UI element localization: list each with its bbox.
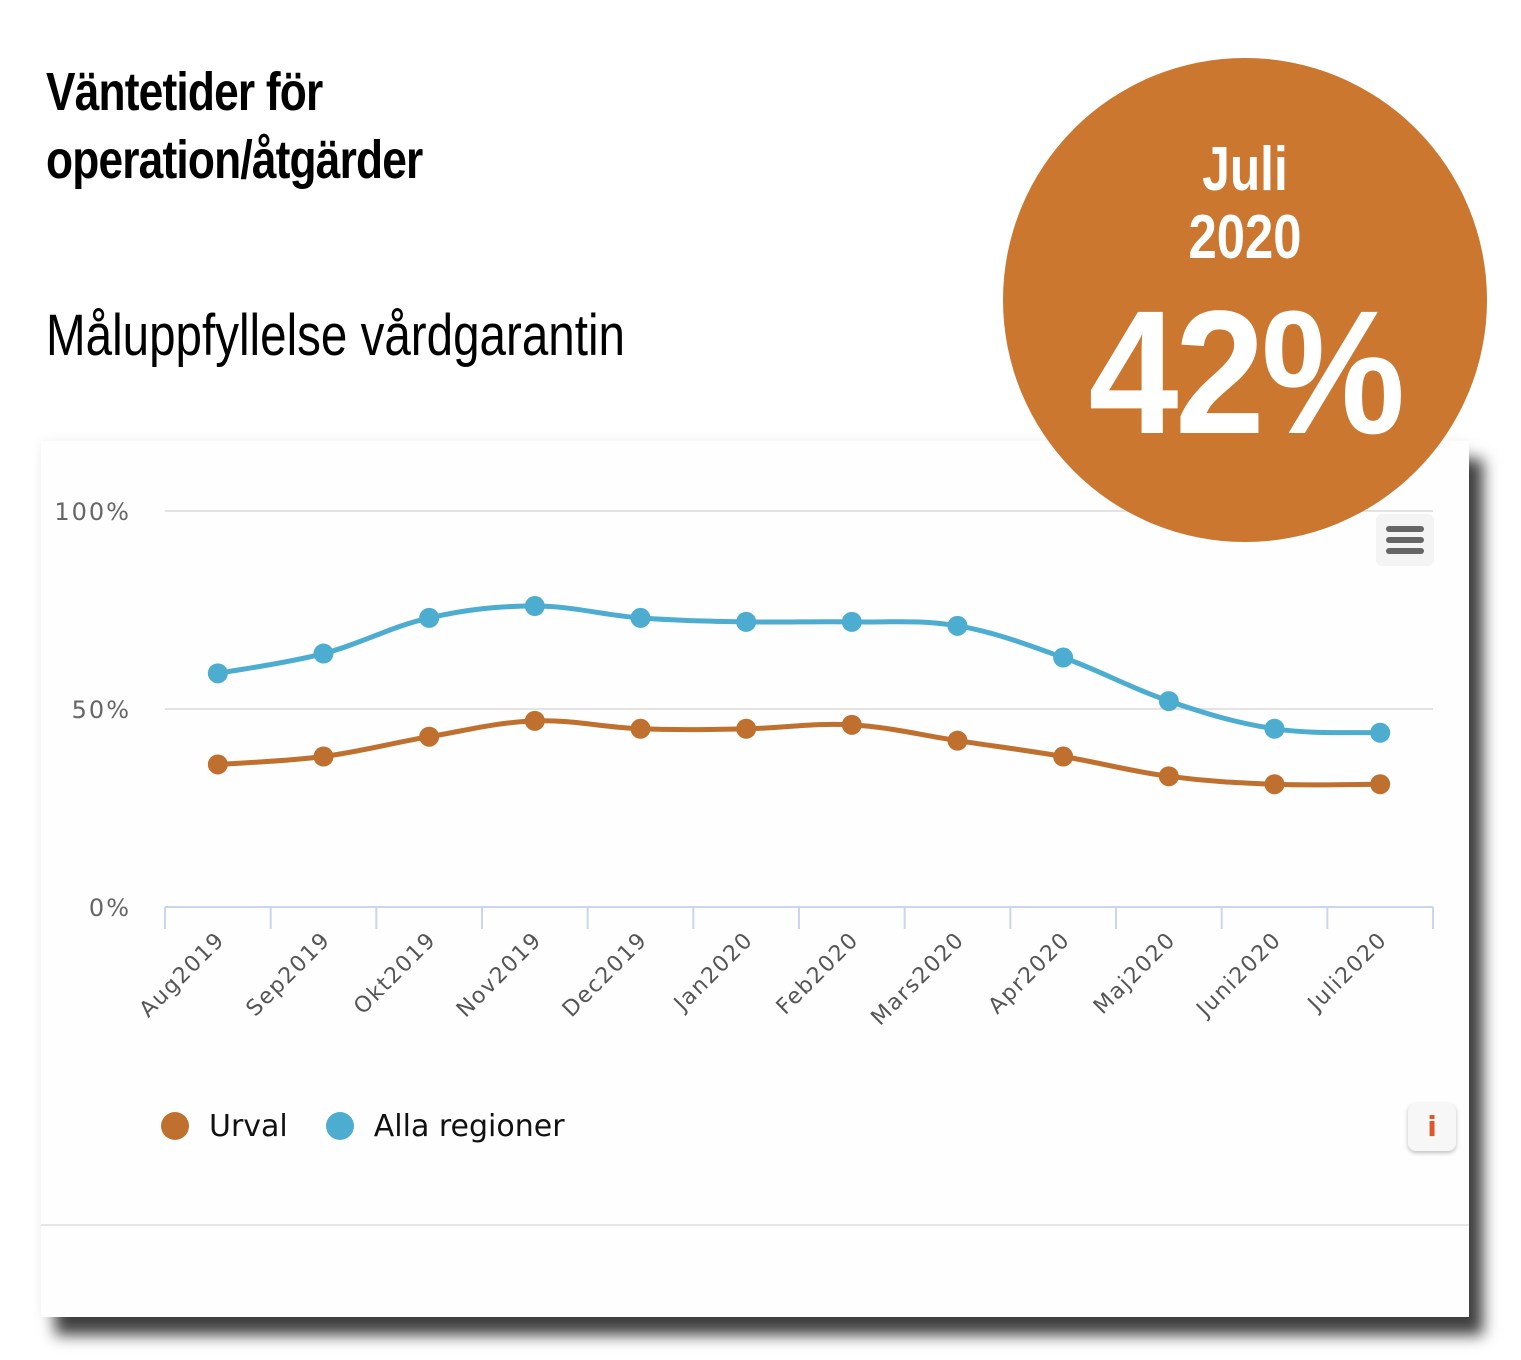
- card-divider: [41, 1224, 1469, 1226]
- data-point: [313, 643, 334, 664]
- x-tick-label: Maj2020: [1089, 928, 1181, 1020]
- x-tick-label: Feb2020: [772, 928, 864, 1020]
- page-title-line-2: operation/åtgärder: [46, 130, 423, 190]
- info-button[interactable]: i: [1408, 1103, 1456, 1151]
- data-point: [1264, 774, 1285, 795]
- x-tick-label: Juni2020: [1191, 928, 1287, 1024]
- x-tick-label: Jan2020: [668, 928, 758, 1018]
- x-tick-label: Okt2019: [349, 928, 441, 1020]
- page-title-line-1: Väntetider för: [46, 62, 323, 122]
- data-point: [313, 746, 334, 767]
- badge-year: 2020: [1188, 203, 1302, 272]
- chart-card: 0% 50% 100% Aug2019 Sep2019 Okt2019 Nov2019 Dec…: [41, 441, 1469, 1317]
- line-chart: 0% 50% 100% Aug2019 Sep2019 Okt2019 Nov2019 Dec…: [54, 498, 1434, 1031]
- hamburger-menu-icon-bar: [1386, 548, 1424, 554]
- hamburger-menu-icon-bar: [1386, 537, 1424, 543]
- legend-label: Alla regioner: [373, 1108, 565, 1144]
- data-point: [841, 714, 862, 735]
- x-tick-label: Apr2020: [984, 928, 1076, 1020]
- legend-marker-icon: [325, 1112, 354, 1140]
- data-point: [1158, 766, 1179, 787]
- info-icon: i: [1427, 1110, 1437, 1143]
- chart-menu-button[interactable]: [1376, 514, 1434, 566]
- data-point: [841, 611, 862, 632]
- data-point: [947, 615, 968, 636]
- data-point: [1053, 647, 1074, 668]
- data-point: [1370, 722, 1391, 743]
- data-point: [419, 726, 440, 747]
- data-point: [736, 611, 757, 632]
- x-tick-label: Sep2019: [242, 928, 336, 1022]
- legend-label: Urval: [209, 1108, 288, 1144]
- series-line-urval: [217, 718, 1381, 788]
- x-tick-label: Dec2019: [558, 928, 653, 1023]
- badge-value: 42%: [1088, 275, 1405, 471]
- data-point: [207, 663, 228, 684]
- series-line-alla-regioner: [217, 603, 1381, 736]
- data-point: [524, 710, 545, 731]
- data-point: [1370, 774, 1391, 795]
- page-title: Väntetider för operation/åtgärder: [46, 58, 423, 194]
- x-tick-label: Aug2019: [135, 928, 230, 1023]
- y-tick-label: 100%: [54, 498, 131, 526]
- data-point: [1264, 718, 1285, 739]
- data-point: [419, 607, 440, 628]
- chart-legend: Urval Alla regioner: [161, 1101, 603, 1151]
- data-point: [1158, 691, 1179, 712]
- x-tick-label: Mars2020: [867, 928, 970, 1031]
- legend-marker-icon: [161, 1112, 189, 1140]
- legend-item-alla-regioner[interactable]: Alla regioner: [325, 1108, 565, 1144]
- x-tick-label: Juli2020: [1302, 928, 1392, 1018]
- highlight-badge: Juli 2020 42%: [1003, 58, 1487, 542]
- legend-item-urval[interactable]: Urval: [161, 1109, 288, 1144]
- x-tick-label: Nov2019: [452, 928, 547, 1023]
- data-point: [947, 730, 968, 751]
- y-tick-label: 50%: [72, 696, 131, 724]
- data-point: [207, 754, 228, 775]
- data-point: [736, 718, 757, 739]
- data-point: [1053, 746, 1074, 767]
- data-point: [630, 607, 651, 628]
- badge-month: Juli: [1202, 135, 1288, 204]
- data-point: [524, 596, 545, 617]
- chart-subtitle: Måluppfyllelse vårdgarantin: [46, 303, 625, 368]
- data-point: [630, 718, 651, 739]
- y-tick-label: 0%: [89, 894, 131, 922]
- hamburger-menu-icon: [1386, 526, 1424, 532]
